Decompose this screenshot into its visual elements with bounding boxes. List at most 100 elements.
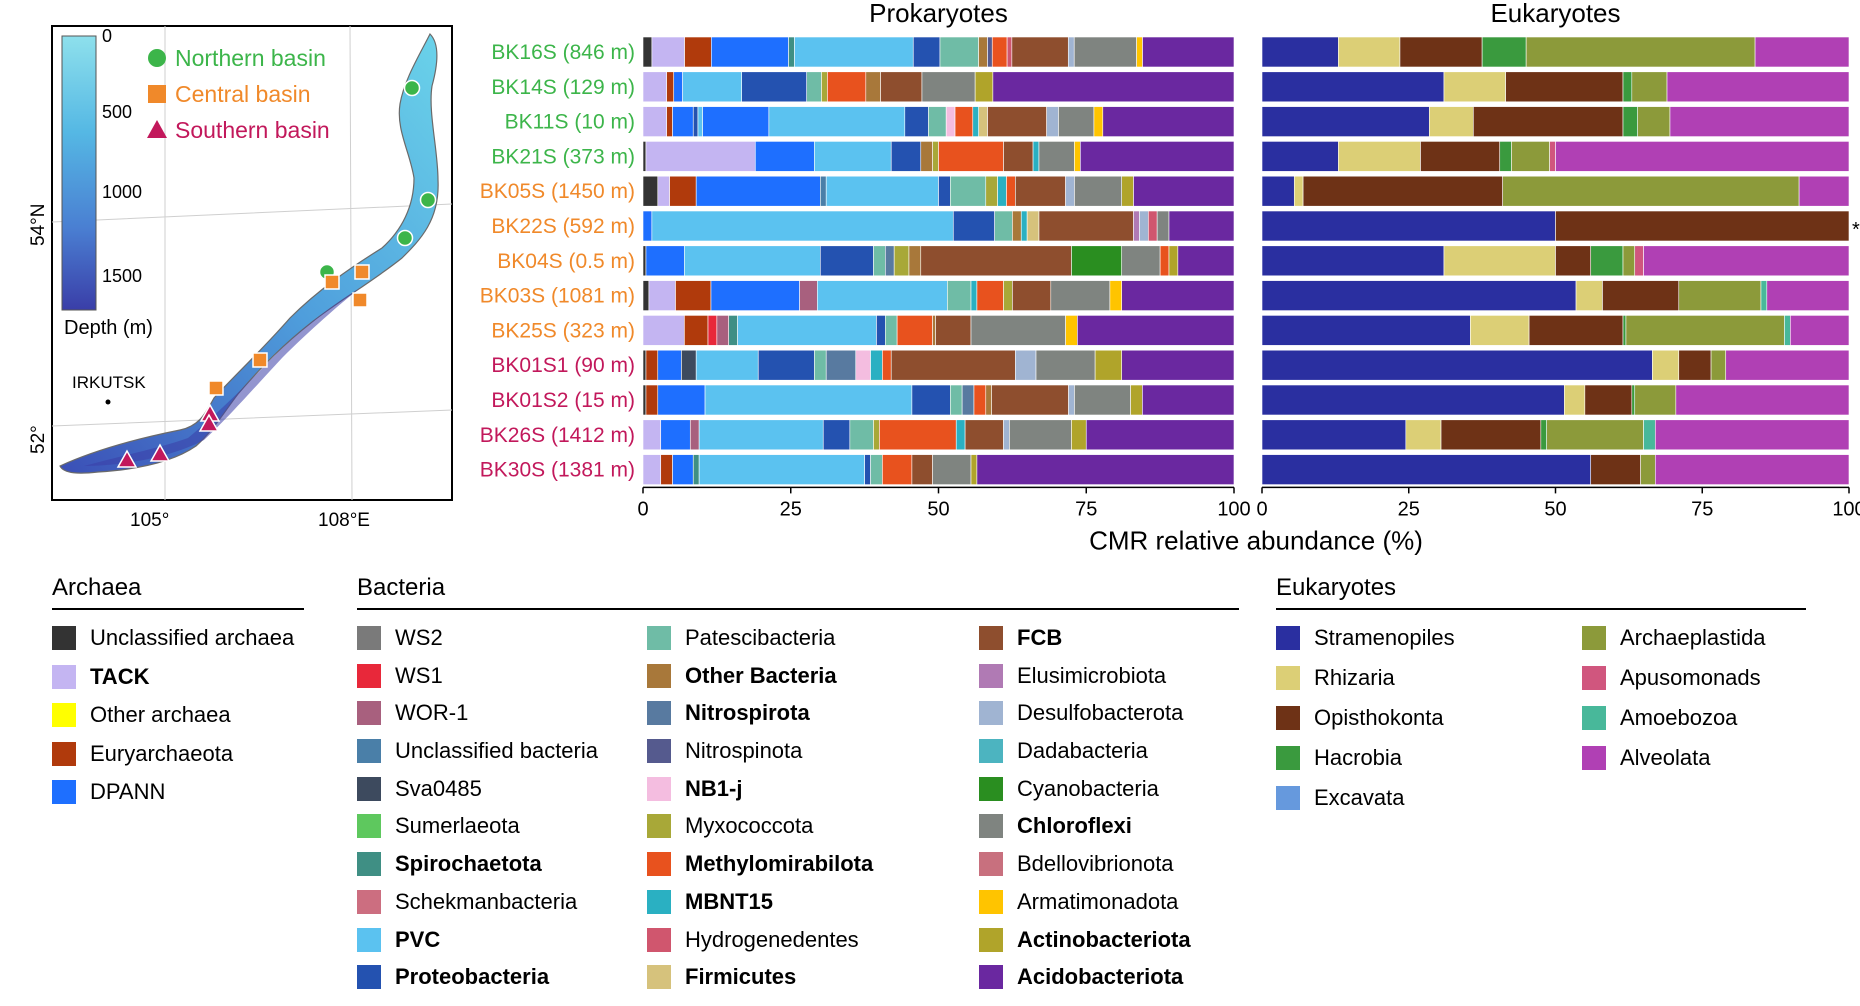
legend-archaea-title: Archaea xyxy=(52,574,304,610)
prokaryotes-bar-1-fcb xyxy=(880,71,923,103)
prokaryotes-bar-2-pvc xyxy=(697,106,703,137)
south-basin-label: Southern basin xyxy=(175,117,330,143)
prokaryotes-bar-7-unclassified-archaea xyxy=(642,280,650,311)
legend-label: Hacrobia xyxy=(1314,745,1403,770)
prokaryotes-bar-7-acidobacteriota xyxy=(1121,280,1235,311)
eukaryotes-bar-10-archaeplastida xyxy=(1634,384,1677,416)
legend-swatch xyxy=(52,626,76,650)
legend-label: Patescibacteria xyxy=(685,625,836,650)
site-marker-1 xyxy=(419,191,437,209)
prokaryotes-bar-0-fcb xyxy=(1011,36,1069,68)
prokaryotes-bar-11-acidobacteriota xyxy=(1085,419,1235,451)
legend-swatch xyxy=(52,741,76,766)
legend-label: Methylomirabilota xyxy=(685,851,874,877)
prokaryotes-bar-11-methylomirabilota xyxy=(879,419,957,451)
prokaryotes-bar-2-proteobacteria xyxy=(904,106,929,137)
prokaryotes-bar-10-pvc xyxy=(704,384,913,416)
prokaryotes-bar-1-myxococcota xyxy=(821,71,828,103)
prokaryotes-bar-12-dpann xyxy=(672,454,694,485)
prokaryotes-bar-5-pvc xyxy=(651,210,954,242)
legend-item-unclassified-bacteria: Unclassified bacteria xyxy=(357,739,647,764)
legend-label: WS1 xyxy=(395,662,443,688)
eukaryotes-bar-10-opisthokonta xyxy=(1584,384,1633,416)
legend-column: Archaeplastida Apusomonads Amoebozoa Alveol… xyxy=(1582,626,1806,810)
prokaryotes-bar-4-fcb xyxy=(1015,175,1066,207)
legend-swatch xyxy=(357,739,381,764)
eukaryotes-bar-0-archaeplastida xyxy=(1525,36,1756,68)
prokaryotes-bar-11-chloroflexi xyxy=(1009,419,1072,451)
eukaryotes-bar-11-amoebozoa xyxy=(1643,419,1656,451)
sample-label-bk05s-1450-m: BK05S (1450 m) xyxy=(480,180,635,203)
legend-eukaryotes-title: Eukaryotes xyxy=(1276,574,1806,610)
prokaryotes-bar-3-armatimonadota xyxy=(1074,141,1081,172)
eukaryotes-bar-11-opisthokonta xyxy=(1440,419,1542,451)
prokaryotes-bar-7-wor-1 xyxy=(799,280,818,311)
prokaryotes-bar-8-armatimonadota xyxy=(1065,315,1078,346)
legend-item-acidobacteriota: Acidobacteriota xyxy=(979,965,1239,990)
prokaryotes-bar-0-methylomirabilota xyxy=(991,36,1008,68)
eukaryotes-bar-2-rhizaria xyxy=(1429,106,1474,137)
legend-swatch xyxy=(979,776,1003,801)
prokaryotes-bar-10-unclassified-archaea xyxy=(642,384,647,416)
legend-item-elusimicrobiota: Elusimicrobiota xyxy=(979,663,1239,688)
legend-swatch xyxy=(979,889,1003,914)
site-marker-2 xyxy=(396,229,414,247)
central-basin-marker-icon xyxy=(148,85,166,103)
eukaryotes-bar-6-opisthokonta xyxy=(1555,245,1592,277)
eukaryotes-bar-6-stramenopiles xyxy=(1261,245,1445,277)
prokaryotes-bar-3-acidobacteriota xyxy=(1080,141,1235,172)
legend-swatch xyxy=(1276,786,1300,810)
eukaryotes-bar-7-opisthokonta xyxy=(1602,280,1680,311)
prokaryotes-bar-2-euryarchaeota xyxy=(666,106,673,137)
legend-item-nitrospinota: Nitrospinota xyxy=(647,739,979,764)
prokaryotes-bar-2-desulfobacterota xyxy=(1046,106,1059,137)
legend-swatch xyxy=(1276,706,1300,730)
prokaryotes-bar-12-chloroflexi xyxy=(932,454,972,485)
prokaryotes-bar-8-tack xyxy=(642,315,685,346)
prokaryotes-bar-5-dpann xyxy=(642,210,653,242)
legend-item-fcb: FCB xyxy=(979,626,1239,650)
prokaryotes-bar-3-myxococcota xyxy=(932,141,939,172)
prokaryotes-bar-5-hydrogenedentes xyxy=(1148,210,1158,242)
prokaryotes-bar-1-dpann xyxy=(673,71,683,103)
legend-item-cyanobacteria: Cyanobacteria xyxy=(979,776,1239,801)
prokaryotes-title: Prokaryotes xyxy=(869,0,1008,28)
legend-item-dpann: DPANN xyxy=(52,780,304,804)
prokaryotes-bar-4-acidobacteriota xyxy=(1133,175,1235,207)
prokaryotes-bar-8-euryarchaeota xyxy=(684,315,709,346)
sample-label-bk22s-592-m: BK22S (592 m) xyxy=(491,215,635,238)
prokaryotes-bar-4-patescibacteria xyxy=(950,175,987,207)
legend-eukaryotes-items: Stramenopiles Rhizaria Opisthokonta Hacrobi… xyxy=(1276,626,1806,810)
legend-label: Sumerlaeota xyxy=(395,813,520,839)
eukaryotes-bar-8-stramenopiles xyxy=(1261,315,1471,346)
site-marker-11 xyxy=(149,443,171,462)
legend-item-tack: TACK xyxy=(52,664,304,689)
legend-item-methylomirabilota: Methylomirabilota xyxy=(647,851,979,877)
irkutsk-dot xyxy=(105,399,111,405)
eukaryotes-bar-6-hacrobia xyxy=(1590,245,1624,277)
prokaryotes-bar-11-pvc xyxy=(698,419,824,451)
prokaryotes-bar-11-fcb xyxy=(964,419,1004,451)
prokaryotes-bar-4-desulfobacterota xyxy=(1065,175,1075,207)
prokaryotes-bar-4-tack xyxy=(657,175,670,207)
eukaryotes-bar-8-hacrobia xyxy=(1622,315,1627,346)
legend-swatch xyxy=(647,927,671,952)
legend-label: Other archaea xyxy=(90,702,231,727)
prokaryotes-bar-6-chloroflexi xyxy=(1121,245,1161,277)
prokaryotes-bar-9-fcb xyxy=(890,349,1016,381)
prokaryotes-bar-6-unclassified-archaea xyxy=(642,245,647,277)
prokaryotes-bar-10-euryarchaeota xyxy=(645,384,659,416)
prokaryotes-bar-9-chloroflexi xyxy=(1035,349,1096,381)
eukaryotes-bar-6-alveolata xyxy=(1643,245,1850,277)
legend-item-archaeplastida: Archaeplastida xyxy=(1582,626,1806,650)
prokaryotes-bar-8-fcb xyxy=(935,315,972,346)
sample-label-bk03s-1081-m: BK03S (1081 m) xyxy=(480,285,635,308)
legend-swatch xyxy=(647,626,671,650)
prokaryotes-bars xyxy=(642,36,1235,485)
prokaryotes-bar-0-unclassified-archaea xyxy=(642,36,653,68)
prokaryotes-bar-9-pvc xyxy=(695,349,759,381)
legend-item-mbnt15: MBNT15 xyxy=(647,889,979,914)
prokaryotes-bar-2-fcb xyxy=(987,106,1047,137)
legend-swatch xyxy=(647,701,671,726)
prokaryotes-x-tick-label-0: 0 xyxy=(637,498,648,520)
